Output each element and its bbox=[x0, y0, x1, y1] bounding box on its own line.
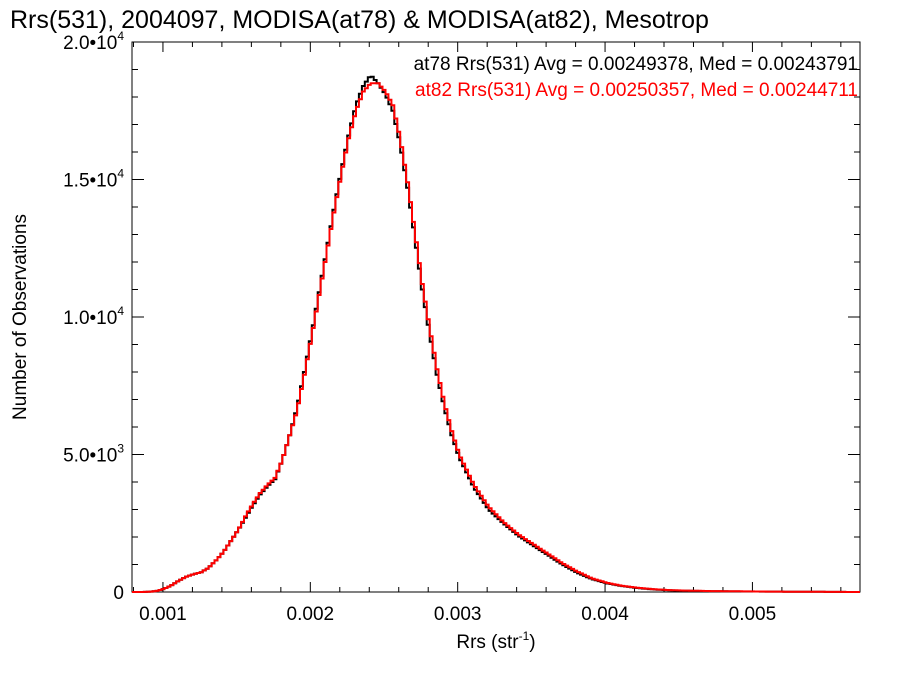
x-axis-label: Rrs (str-1) bbox=[456, 629, 535, 653]
y-axis-ticks: 0 5.0•103 1.0•104 1.5•104 2.0•104 bbox=[63, 29, 860, 604]
x-tick-label: 0.003 bbox=[434, 604, 482, 625]
x-tick-label: 0.001 bbox=[139, 604, 187, 625]
y-tick-label: 5.0•103 bbox=[63, 442, 124, 467]
annotation-at82: at82 Rrs(531) Avg = 0.00250357, Med = 0.… bbox=[415, 80, 858, 101]
annotation-at78: at78 Rrs(531) Avg = 0.00249378, Med = 0.… bbox=[414, 54, 858, 75]
x-tick-label: 0.005 bbox=[729, 604, 777, 625]
series-at82-line bbox=[132, 82, 860, 593]
series-layer bbox=[132, 75, 860, 593]
x-tick-label: 0.004 bbox=[581, 604, 629, 625]
y-tick-label: 1.0•104 bbox=[63, 304, 124, 329]
chart-title: Rrs(531), 2004097, MODISA(at78) & MODISA… bbox=[10, 6, 709, 34]
y-tick-label: 0 bbox=[113, 583, 124, 604]
plot-frame bbox=[131, 41, 861, 593]
y-tick-label: 1.5•104 bbox=[63, 167, 124, 192]
x-axis-ticks: 0.001 0.002 0.003 0.004 0.005 bbox=[132, 42, 842, 625]
y-axis-label: Number of Observations bbox=[10, 214, 31, 420]
x-tick-label: 0.002 bbox=[287, 604, 335, 625]
y-tick-label: 2.0•104 bbox=[63, 29, 124, 54]
